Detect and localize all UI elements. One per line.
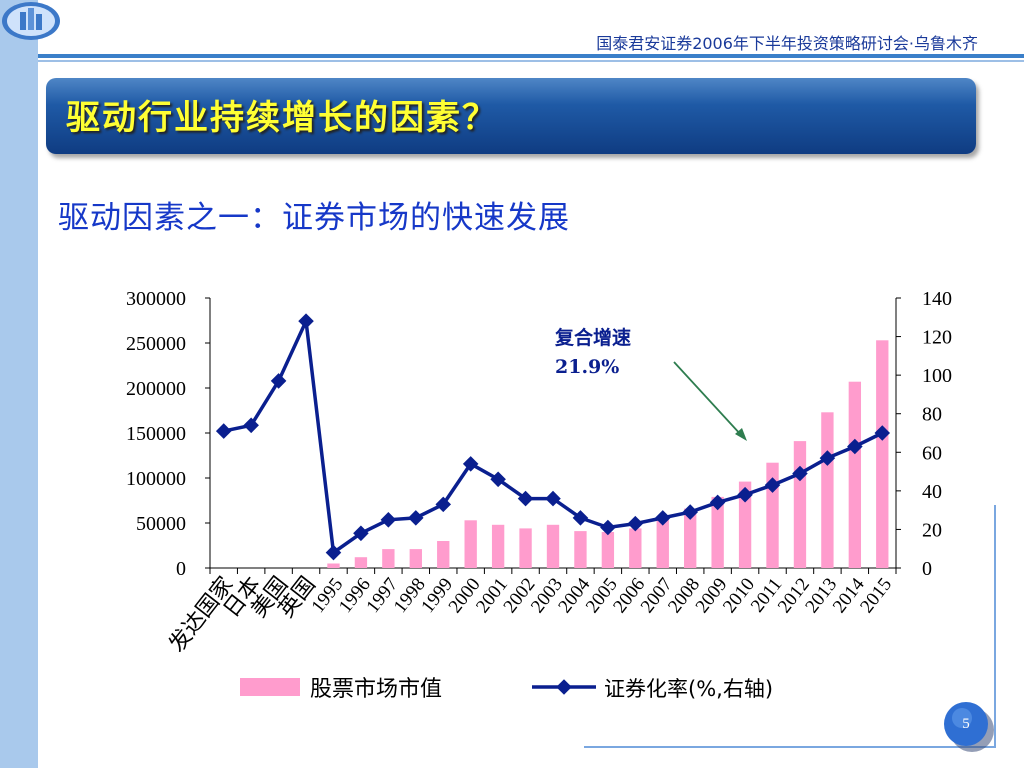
x-tick-label: 2015 [856, 574, 896, 617]
line-point [654, 510, 671, 526]
right-tick-label: 140 [922, 288, 952, 310]
decor-vertical-line [994, 505, 996, 747]
bar [876, 340, 889, 568]
logo-icon [2, 2, 60, 40]
bar [327, 563, 340, 568]
legend-line-marker [556, 679, 572, 695]
bar [738, 481, 752, 568]
bar [519, 528, 532, 568]
legend-bar-swatch [240, 678, 300, 696]
line-point [682, 504, 698, 520]
bar [354, 557, 368, 568]
left-tick-label: 100000 [126, 468, 186, 490]
line-point [298, 313, 314, 329]
header-divider [38, 54, 1024, 58]
bar [711, 496, 724, 568]
conference-title: 国泰君安证券2006年下半年投资策略研讨会·乌鲁木齐 [596, 34, 978, 53]
line-point [270, 373, 287, 389]
slide-title: 驱动行业持续增长的因素？ [66, 98, 498, 138]
bar [382, 549, 395, 568]
header-divider-thin [38, 60, 1024, 62]
line-point [215, 423, 232, 439]
left-tick-label: 300000 [126, 288, 186, 310]
legend-line-label: 证券化率(%,右轴) [604, 677, 773, 701]
line-point [627, 515, 644, 532]
line-point [572, 510, 589, 526]
right-tick-label: 80 [922, 404, 942, 426]
left-tick-label: 200000 [126, 378, 186, 400]
bar [546, 524, 560, 568]
line-point [408, 510, 424, 526]
right-tick-label: 100 [922, 365, 952, 387]
bar [656, 519, 669, 568]
annotation-line2: 21.9% [555, 356, 619, 378]
page-number-badge: 5 [942, 700, 994, 752]
bar [684, 508, 697, 568]
title-banner [46, 78, 976, 154]
annotation-arrow-line [673, 361, 743, 437]
bar [848, 381, 862, 568]
right-tick-label: 120 [922, 327, 952, 349]
line-point [600, 519, 616, 536]
right-tick-label: 20 [922, 519, 942, 541]
bar [437, 541, 450, 568]
slide-subtitle: 驱动因素之一：证券市场的快速发展 [58, 200, 570, 236]
legend-bar-label: 股票市场市值 [310, 677, 442, 702]
decor-horizontal-line [584, 746, 996, 748]
bar [601, 532, 615, 568]
bar [821, 412, 834, 568]
left-stripe [0, 0, 38, 768]
bar [491, 524, 505, 568]
bar [793, 441, 807, 568]
annotation-line1: 复合增速 [554, 326, 631, 349]
annotation-arrow-head [735, 428, 747, 441]
bar [629, 528, 642, 568]
left-tick-label: 250000 [126, 333, 186, 355]
right-tick-label: 60 [922, 442, 942, 464]
line-point [380, 512, 397, 528]
bar [409, 549, 422, 568]
bar [574, 531, 587, 568]
left-tick-label: 50000 [136, 513, 186, 535]
left-tick-label: 150000 [126, 423, 186, 445]
line-series [223, 314, 884, 556]
bar [464, 520, 477, 568]
right-tick-label: 40 [922, 481, 942, 503]
left-tick-label: 0 [176, 558, 186, 580]
line-point [243, 417, 259, 434]
page-number: 5 [962, 716, 970, 732]
right-tick-label: 0 [922, 558, 932, 580]
